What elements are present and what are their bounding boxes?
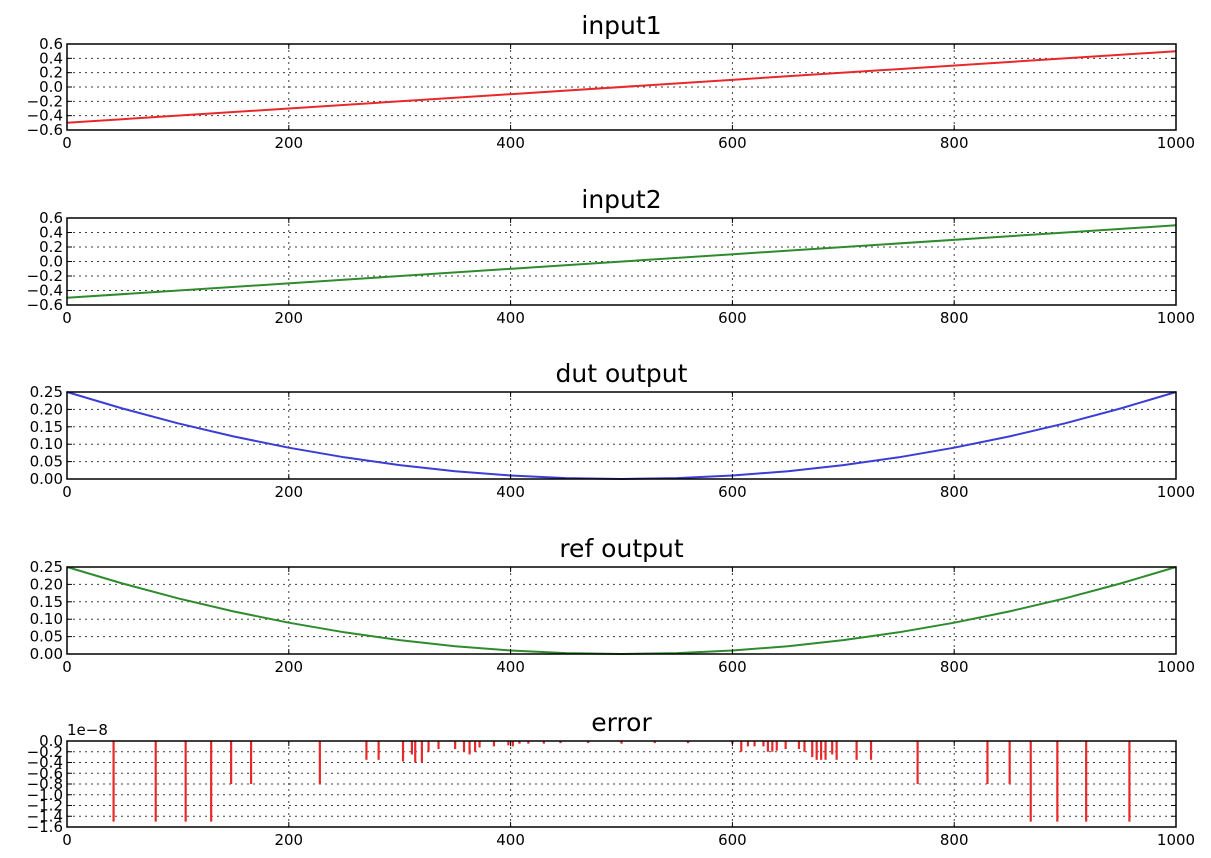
- series-line: [66, 224, 1177, 299]
- x-tick-label: 200: [274, 134, 303, 152]
- series-line: [66, 50, 1177, 124]
- x-tick-label: 1000: [1157, 134, 1195, 152]
- y-tick-label: 0.25: [30, 383, 63, 401]
- plot-frame: [66, 566, 1177, 655]
- x-tick-label: 400: [496, 483, 525, 501]
- x-tick-label: 200: [274, 658, 303, 676]
- y-tick-label: −0.6: [27, 296, 63, 314]
- x-tick-label: 600: [718, 134, 747, 152]
- y-tick-label: −0.6: [27, 121, 63, 139]
- y-tick-label: 0.15: [30, 418, 63, 436]
- plot-title: dut output: [556, 359, 688, 388]
- y-tick-label: 0.2: [39, 238, 63, 256]
- x-tick-label: 1000: [1157, 483, 1195, 501]
- x-tick-label: 600: [718, 658, 747, 676]
- x-tick-label: 400: [496, 658, 525, 676]
- plot-frame: [66, 391, 1177, 480]
- y-tick-label: −1.0: [27, 786, 63, 804]
- x-tick-label: 800: [940, 658, 969, 676]
- y-tick-label: −0.4: [27, 282, 63, 300]
- y-tick-label: −0.4: [27, 754, 63, 772]
- x-tick-label: 600: [718, 483, 747, 501]
- y-tick-label: −0.4: [27, 107, 63, 125]
- y-tick-label: 0.00: [30, 645, 63, 663]
- y-tick-label: −0.6: [27, 764, 63, 782]
- x-tick-label: 800: [940, 831, 969, 849]
- y-tick-label: 0.0: [39, 732, 63, 750]
- x-tick-label: 1000: [1157, 309, 1195, 327]
- y-tick-label: 0.20: [30, 400, 63, 418]
- y-tick-label: 0.10: [30, 435, 63, 453]
- series-line: [66, 566, 1177, 656]
- x-tick-label: 400: [496, 831, 525, 849]
- series-line: [66, 391, 1177, 481]
- y-tick-label: −0.8: [27, 775, 63, 793]
- y-tick-label: 0.20: [30, 575, 63, 593]
- y-tick-label: −0.2: [27, 92, 63, 110]
- y-tick-label: −1.4: [27, 807, 63, 825]
- plot-title: error: [591, 708, 652, 737]
- x-tick-label: 200: [274, 831, 303, 849]
- x-tick-label: 800: [940, 483, 969, 501]
- y-tick-label: −0.2: [27, 267, 63, 285]
- subplot-5: error 0 200 400 600 800 1000 0.0−0.2−0.4−0.6−0.…: [27, 708, 1196, 849]
- x-tick-label: 600: [718, 831, 747, 849]
- x-tick-label: 800: [940, 309, 969, 327]
- y-tick-label: −1.2: [27, 797, 63, 815]
- y-tick-label: 0.4: [39, 49, 63, 67]
- y-tick-label: 0.0: [39, 78, 63, 96]
- x-tick-label: 200: [274, 309, 303, 327]
- x-tick-label: 0: [62, 483, 72, 501]
- y-tick-label: 0.15: [30, 593, 63, 611]
- x-tick-label: 0: [62, 658, 72, 676]
- y-tick-label: 0.6: [39, 209, 63, 227]
- y-offset-label: 1e−8: [67, 721, 108, 739]
- x-tick-label: 400: [496, 134, 525, 152]
- x-tick-label: 0: [62, 831, 72, 849]
- y-tick-label: 0.6: [39, 35, 63, 53]
- y-tick-label: 0.10: [30, 610, 63, 628]
- x-tick-label: 200: [274, 483, 303, 501]
- x-tick-label: 1000: [1157, 831, 1195, 849]
- plot-title: ref output: [559, 534, 684, 563]
- y-tick-label: −0.2: [27, 743, 63, 761]
- plot-title: input1: [581, 11, 661, 40]
- plot-title: input2: [581, 185, 661, 214]
- x-tick-label: 400: [496, 309, 525, 327]
- y-tick-label: 0.2: [39, 64, 63, 82]
- x-tick-label: 600: [718, 309, 747, 327]
- y-tick-label: 0.4: [39, 224, 63, 242]
- y-tick-label: 0.05: [30, 628, 63, 646]
- y-tick-label: −1.6: [27, 818, 63, 836]
- x-tick-label: 800: [940, 134, 969, 152]
- x-tick-label: 0: [62, 309, 72, 327]
- y-tick-label: 0.05: [30, 453, 63, 471]
- x-tick-label: 1000: [1157, 658, 1195, 676]
- y-tick-label: 0.0: [39, 253, 63, 271]
- y-tick-label: 0.00: [30, 470, 63, 488]
- y-tick-label: 0.25: [30, 558, 63, 576]
- x-tick-label: 0: [62, 134, 72, 152]
